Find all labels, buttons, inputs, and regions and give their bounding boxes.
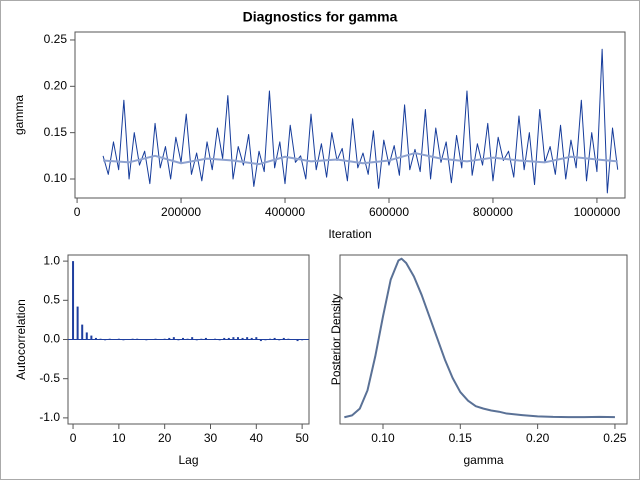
y-axis-label: Posterior Density: [329, 294, 343, 385]
y-tick-label: 0.10: [44, 171, 68, 185]
bar: [287, 338, 290, 340]
x-tick-label: 0.25: [603, 431, 627, 445]
bar: [246, 337, 249, 340]
y-axis-label: gamma: [12, 95, 26, 135]
y-tick-label: 0.15: [44, 125, 68, 139]
bar: [301, 339, 304, 341]
bar: [76, 306, 79, 340]
x-tick-label: 0: [74, 205, 81, 219]
bar: [122, 339, 125, 341]
y-tick-label: 0.20: [44, 78, 68, 92]
bar: [145, 339, 148, 341]
bar: [236, 337, 239, 340]
x-tick-label: 0: [70, 431, 77, 445]
x-tick-label: 400000: [265, 205, 305, 219]
bar: [232, 337, 235, 340]
bar: [104, 339, 107, 341]
x-tick-label: 1000000: [574, 205, 621, 219]
y-tick-label: 0.25: [44, 32, 68, 46]
bar: [223, 337, 226, 340]
bar: [250, 337, 253, 340]
bar: [195, 339, 198, 341]
bar: [182, 337, 185, 340]
bar: [278, 339, 281, 341]
data-line: [102, 48, 619, 194]
bar: [154, 338, 157, 340]
y-tick-label: -1.0: [39, 410, 60, 424]
x-tick-label: 10: [112, 431, 126, 445]
bar: [255, 337, 258, 340]
x-tick-label: 200000: [161, 205, 201, 219]
plot-frame: [339, 254, 628, 425]
bar: [209, 339, 212, 340]
bar: [81, 324, 84, 340]
bar: [85, 332, 88, 340]
bar: [94, 337, 97, 340]
data-line: [103, 152, 618, 166]
bar: [218, 339, 221, 341]
bar: [269, 338, 272, 340]
y-tick-label: -0.5: [39, 371, 60, 385]
bar: [296, 339, 299, 342]
x-tick-label: 0.20: [526, 431, 550, 445]
bar: [227, 337, 230, 340]
bar: [131, 338, 134, 340]
x-axis-label: Lag: [178, 453, 198, 467]
bar: [273, 337, 276, 340]
x-tick-label: 800000: [473, 205, 513, 219]
bar: [191, 337, 194, 340]
bar: [113, 339, 116, 340]
bar: [108, 338, 111, 340]
bar: [172, 337, 175, 340]
bar: [259, 339, 262, 342]
bar: [241, 337, 244, 340]
x-tick-label: 0.10: [371, 431, 395, 445]
bar: [127, 339, 130, 340]
y-tick-label: 0.5: [43, 292, 60, 306]
x-tick-label: 40: [250, 431, 264, 445]
bar: [136, 338, 139, 340]
y-axis-label: Autocorrelation: [14, 299, 28, 380]
x-tick-label: 0.15: [449, 431, 473, 445]
plot-frame: [74, 31, 626, 199]
bar: [168, 337, 171, 340]
bar: [186, 338, 189, 340]
x-tick-label: 20: [158, 431, 172, 445]
x-axis-label: Iteration: [328, 227, 371, 241]
bar: [140, 339, 143, 340]
x-tick-label: 600000: [369, 205, 409, 219]
bar: [99, 338, 102, 340]
bar: [159, 339, 162, 340]
chart-title: Diagnostics for gamma: [243, 9, 398, 25]
bar: [282, 337, 285, 340]
bar: [149, 339, 152, 340]
y-tick-label: 1.0: [43, 253, 60, 267]
bar: [117, 338, 120, 340]
data-line: [344, 257, 615, 419]
y-tick-label: 0.0: [43, 332, 60, 346]
bar: [204, 337, 207, 340]
bar: [72, 261, 75, 340]
x-tick-label: 50: [295, 431, 309, 445]
bar: [264, 339, 267, 341]
x-axis-label: gamma: [463, 453, 503, 467]
bar: [163, 338, 166, 340]
bar: [177, 339, 180, 341]
bar: [200, 338, 203, 340]
x-tick-label: 30: [204, 431, 218, 445]
bar: [291, 339, 294, 340]
bar: [90, 335, 93, 340]
bar: [214, 338, 217, 340]
